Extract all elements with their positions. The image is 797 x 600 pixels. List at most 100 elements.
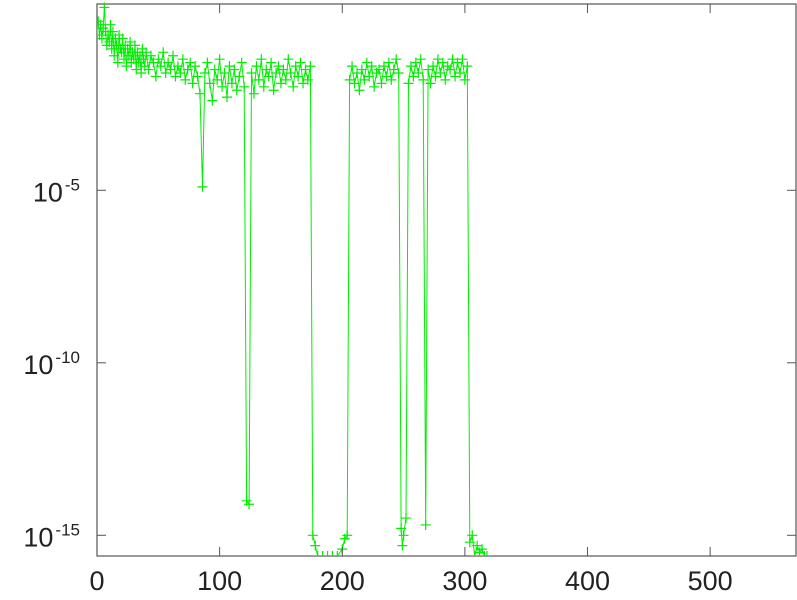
- data-point: [332, 551, 343, 556]
- data-point: [190, 61, 201, 72]
- axis-ticks-layer: [96, 4, 796, 556]
- data-point: [195, 88, 206, 99]
- data-point: [278, 64, 289, 75]
- data-point: [305, 61, 316, 72]
- x-tick-label-100: 100: [197, 566, 242, 596]
- y-tick-label-base: 10: [23, 522, 53, 552]
- y-tick-label-exponent: -15: [55, 520, 80, 539]
- data-point: [172, 61, 183, 72]
- data-point: [403, 78, 414, 89]
- y-tick-label--10: 10 -10: [23, 348, 80, 380]
- data-point: [428, 61, 439, 72]
- data-point: [425, 78, 436, 89]
- data-point: [295, 57, 306, 68]
- data-point: [288, 81, 299, 92]
- data-point: [244, 499, 255, 510]
- data-point: [145, 50, 156, 61]
- data-point: [271, 68, 282, 78]
- data-point: [397, 540, 408, 551]
- data-point: [246, 68, 257, 78]
- x-tick-label-400: 400: [565, 566, 610, 596]
- data-point: [116, 47, 127, 58]
- data-point: [393, 68, 404, 78]
- data-point: [204, 78, 215, 89]
- data-point: [317, 551, 328, 556]
- data-point: [415, 54, 426, 65]
- y-tick-label-exponent: -10: [55, 348, 80, 367]
- data-point: [234, 71, 245, 82]
- data-point: [376, 78, 387, 89]
- x-tick-label-0: 0: [89, 566, 104, 596]
- data-point: [209, 64, 220, 75]
- data-point: [177, 54, 188, 65]
- data-point: [356, 64, 367, 75]
- data-point: [187, 78, 198, 89]
- data-point: [398, 530, 409, 541]
- data-point: [221, 92, 232, 103]
- data-point: [138, 54, 149, 65]
- data-point: [268, 85, 279, 96]
- data-point: [261, 64, 272, 75]
- data-point: [207, 95, 218, 106]
- data-point: [302, 74, 313, 85]
- data-point: [457, 54, 468, 65]
- data-point: [391, 54, 402, 65]
- data-point: [479, 551, 490, 556]
- x-tick-label-300: 300: [442, 566, 487, 596]
- data-point: [217, 81, 228, 92]
- data-point: [117, 33, 128, 44]
- data-point: [153, 54, 164, 65]
- y-tick-label--5: 10 -5: [33, 175, 80, 207]
- data-point: [143, 64, 154, 75]
- data-point: [182, 64, 193, 75]
- data-point: [454, 68, 465, 78]
- data-point: [322, 551, 333, 556]
- data-point: [280, 74, 291, 85]
- data-point: [112, 57, 123, 68]
- data-point: [462, 61, 473, 72]
- data-point: [459, 74, 470, 85]
- data-point: [364, 71, 375, 82]
- plot-border: [96, 3, 797, 557]
- data-point: [349, 78, 360, 89]
- data-point: [369, 81, 380, 92]
- data-point: [214, 54, 225, 65]
- data-point: [420, 519, 431, 530]
- data-point: [418, 74, 429, 85]
- y-tick-label-exponent: -5: [65, 175, 80, 194]
- data-point: [396, 523, 407, 534]
- data-point: [105, 19, 116, 30]
- x-tick-label-200: 200: [320, 566, 365, 596]
- data-point: [467, 530, 478, 541]
- data-point: [253, 74, 264, 85]
- data-point: [383, 57, 394, 68]
- data-point: [445, 64, 456, 75]
- data-point: [464, 537, 475, 548]
- series-group: [97, 2, 492, 556]
- data-point: [258, 81, 269, 92]
- data-point: [97, 33, 107, 44]
- data-point: [99, 2, 110, 13]
- data-point: [158, 47, 169, 58]
- data-point: [236, 57, 247, 68]
- data-point: [109, 50, 120, 61]
- data-point: [199, 68, 210, 78]
- data-point: [219, 68, 230, 78]
- data-point: [202, 57, 213, 68]
- data-point: [310, 540, 321, 551]
- data-point: [107, 26, 118, 37]
- data-point: [248, 88, 259, 99]
- data-point: [163, 57, 174, 68]
- data-point: [168, 50, 179, 61]
- data-point: [477, 544, 488, 555]
- data-point: [312, 551, 323, 556]
- data-point: [212, 74, 223, 85]
- data-series-layer: [97, 2, 492, 556]
- data-point: [226, 78, 237, 89]
- data-point: [354, 85, 365, 96]
- data-point: [283, 54, 294, 65]
- data-point: [165, 64, 176, 75]
- y-tick-label-base: 10: [23, 350, 53, 380]
